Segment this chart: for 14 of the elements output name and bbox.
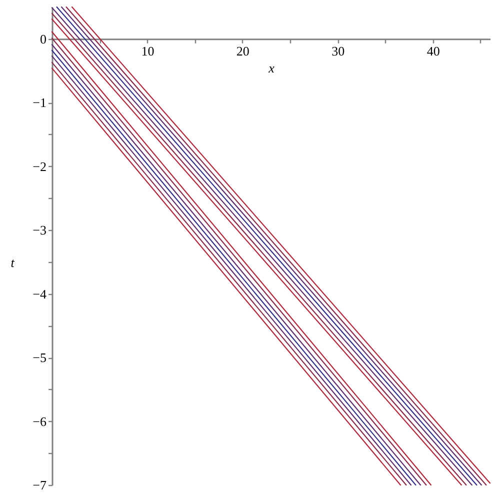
y-tick-label: −4 — [32, 286, 47, 302]
y-tick-label: −5 — [32, 350, 46, 366]
y-tick-label: 0 — [40, 31, 46, 46]
x-axis-title: x — [268, 60, 275, 76]
y-axis-title: t — [10, 255, 15, 270]
x-tick-label: 30 — [332, 43, 345, 58]
x-tick-label: 20 — [236, 43, 250, 58]
y-tick-label: −2 — [32, 158, 46, 174]
y-tick-label: −3 — [32, 222, 46, 238]
x-tick-label: 10 — [141, 43, 154, 58]
x-tick-label: 40 — [426, 43, 440, 58]
y-tick-label: −6 — [32, 414, 47, 429]
y-tick-label: −7 — [32, 478, 47, 492]
y-tick-label: −1 — [32, 95, 46, 110]
